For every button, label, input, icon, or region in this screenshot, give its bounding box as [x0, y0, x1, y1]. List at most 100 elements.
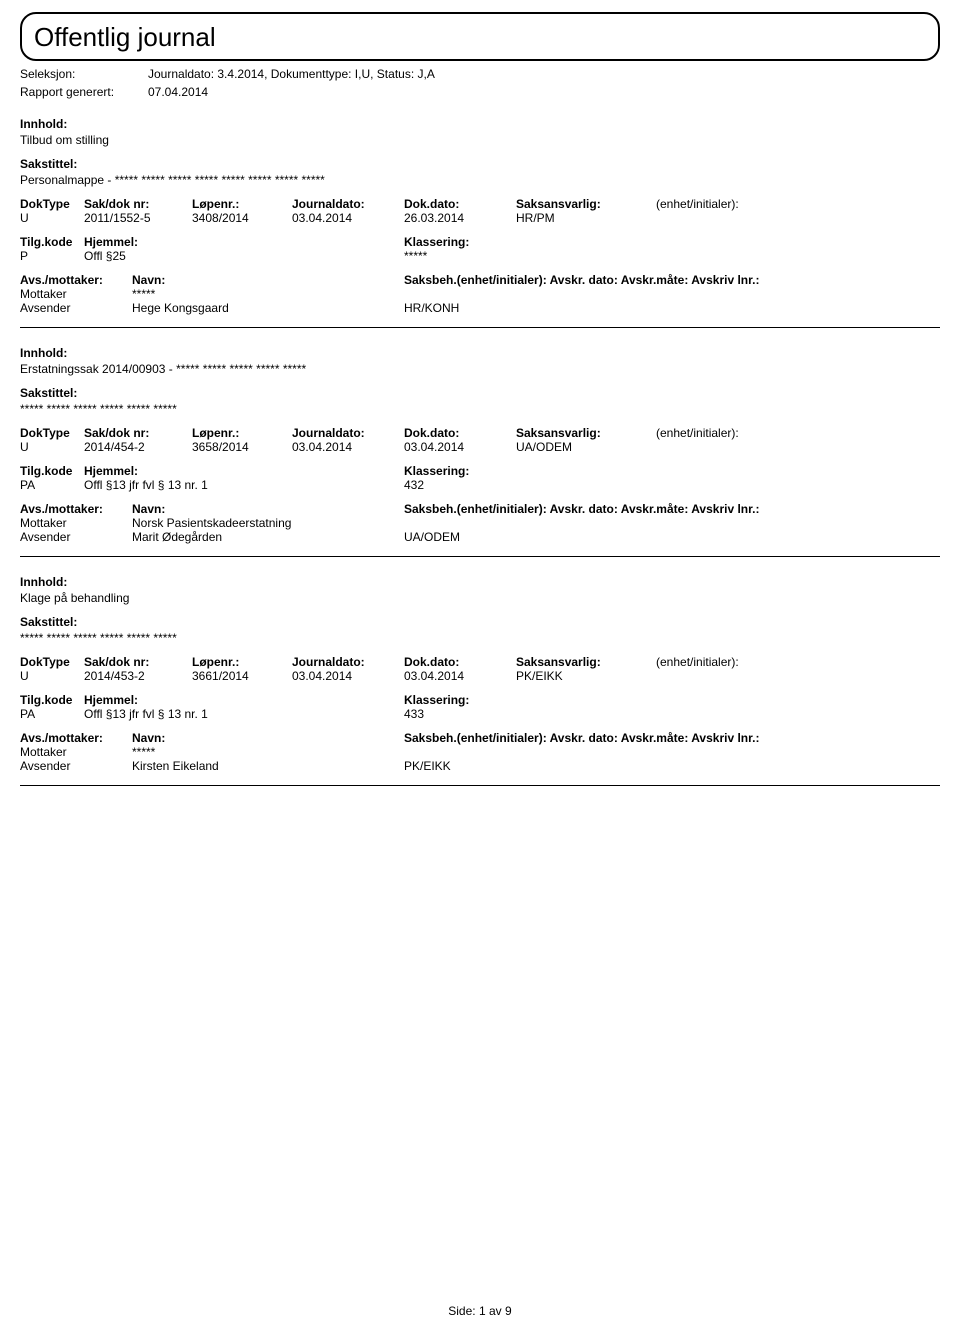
lopenr-header: Løpenr.:: [192, 426, 292, 440]
saksansvarlig-header: Saksansvarlig:: [516, 655, 656, 669]
dokdato-header: Dok.dato:: [404, 655, 516, 669]
page-footer: Side: 1 av 9: [0, 1304, 960, 1318]
navn-header: Navn:: [132, 273, 404, 287]
hjemmel-header: Hjemmel:: [84, 235, 404, 249]
enhet-header: (enhet/initialer):: [656, 426, 796, 440]
hjemmel-value: Offl §13 jfr fvl § 13 nr. 1: [84, 478, 404, 492]
tilg-data-row: P Offl §25 *****: [20, 249, 940, 263]
dokdato-value: 03.04.2014: [404, 669, 516, 683]
mottaker-row: Mottaker *****: [20, 287, 940, 301]
header-box: Offentlig journal: [20, 12, 940, 61]
avs-header-row: Avs./mottaker: Navn: Saksbeh.(enhet/init…: [20, 731, 940, 745]
klassering-header: Klassering:: [404, 693, 604, 707]
mottaker-row: Mottaker Norsk Pasientskadeerstatning: [20, 516, 940, 530]
dokdato-header: Dok.dato:: [404, 197, 516, 211]
sakstittel-label: Sakstittel:: [20, 615, 940, 629]
tilgkode-value: PA: [20, 707, 84, 721]
total-pages: 9: [505, 1304, 512, 1318]
hjemmel-header: Hjemmel:: [84, 693, 404, 707]
dokdato-value: 26.03.2014: [404, 211, 516, 225]
avsender-name: Kirsten Eikeland: [132, 759, 404, 773]
navn-header: Navn:: [132, 731, 404, 745]
lopenr-header: Løpenr.:: [192, 197, 292, 211]
klassering-value: 433: [404, 707, 604, 721]
navn-header: Navn:: [132, 502, 404, 516]
lopenr-value: 3408/2014: [192, 211, 292, 225]
tilgkode-value: P: [20, 249, 84, 263]
doc-data-row: U 2014/453-2 3661/2014 03.04.2014 03.04.…: [20, 669, 940, 683]
rapport-value: 07.04.2014: [148, 85, 208, 99]
sakdok-value: 2014/453-2: [84, 669, 192, 683]
doktype-header: DokType: [20, 197, 84, 211]
page-number: 1: [479, 1304, 486, 1318]
sakdok-value: 2014/454-2: [84, 440, 192, 454]
enhet-header: (enhet/initialer):: [656, 197, 796, 211]
lopenr-value: 3661/2014: [192, 669, 292, 683]
hjemmel-header: Hjemmel:: [84, 464, 404, 478]
dokdato-value: 03.04.2014: [404, 440, 516, 454]
sakdok-header: Sak/dok nr:: [84, 197, 192, 211]
avsender-code: PK/EIKK: [404, 759, 604, 773]
avsender-label: Avsender: [20, 301, 132, 315]
doktype-header: DokType: [20, 426, 84, 440]
journaldato-header: Journaldato:: [292, 655, 404, 669]
doktype-value: U: [20, 669, 84, 683]
doc-header-row: DokType Sak/dok nr: Løpenr.: Journaldato…: [20, 197, 940, 211]
side-label: Side:: [448, 1304, 475, 1318]
journaldato-value: 03.04.2014: [292, 440, 404, 454]
doc-data-row: U 2014/454-2 3658/2014 03.04.2014 03.04.…: [20, 440, 940, 454]
tilg-data-row: PA Offl §13 jfr fvl § 13 nr. 1 433: [20, 707, 940, 721]
mottaker-label: Mottaker: [20, 287, 132, 301]
avsmottaker-header: Avs./mottaker:: [20, 273, 132, 287]
sakdok-header: Sak/dok nr:: [84, 655, 192, 669]
saksansvarlig-value: UA/ODEM: [516, 440, 656, 454]
avs-header-row: Avs./mottaker: Navn: Saksbeh.(enhet/init…: [20, 502, 940, 516]
avsender-code: HR/KONH: [404, 301, 604, 315]
avsmottaker-header: Avs./mottaker:: [20, 502, 132, 516]
klassering-header: Klassering:: [404, 235, 604, 249]
innhold-label: Innhold:: [20, 346, 940, 360]
avsmottaker-header: Avs./mottaker:: [20, 731, 132, 745]
journaldato-header: Journaldato:: [292, 426, 404, 440]
rapport-label: Rapport generert:: [20, 85, 148, 99]
avsender-row: Avsender Marit Ødegården UA/ODEM: [20, 530, 940, 544]
tilg-header-row: Tilg.kode Hjemmel: Klassering:: [20, 693, 940, 707]
rapport-row: Rapport generert: 07.04.2014: [20, 85, 940, 99]
av-label: av: [489, 1304, 502, 1318]
sakstittel-text: Personalmappe - ***** ***** ***** ***** …: [20, 173, 940, 187]
innhold-text: Klage på behandling: [20, 591, 940, 605]
saksbeh-header: Saksbeh.(enhet/initialer): Avskr. dato: …: [404, 502, 940, 516]
seleksjon-row: Seleksjon: Journaldato: 3.4.2014, Dokume…: [20, 67, 940, 81]
doc-header-row: DokType Sak/dok nr: Løpenr.: Journaldato…: [20, 426, 940, 440]
avsender-name: Marit Ødegården: [132, 530, 404, 544]
tilgkode-header: Tilg.kode: [20, 464, 84, 478]
saksbeh-header: Saksbeh.(enhet/initialer): Avskr. dato: …: [404, 273, 940, 287]
doc-data-row: U 2011/1552-5 3408/2014 03.04.2014 26.03…: [20, 211, 940, 225]
doc-header-row: DokType Sak/dok nr: Løpenr.: Journaldato…: [20, 655, 940, 669]
avsender-name: Hege Kongsgaard: [132, 301, 404, 315]
tilgkode-header: Tilg.kode: [20, 693, 84, 707]
hjemmel-value: Offl §13 jfr fvl § 13 nr. 1: [84, 707, 404, 721]
saksansvarlig-header: Saksansvarlig:: [516, 426, 656, 440]
innhold-label: Innhold:: [20, 575, 940, 589]
tilg-data-row: PA Offl §13 jfr fvl § 13 nr. 1 432: [20, 478, 940, 492]
sakdok-header: Sak/dok nr:: [84, 426, 192, 440]
saksansvarlig-value: HR/PM: [516, 211, 656, 225]
mottaker-name: Norsk Pasientskadeerstatning: [132, 516, 404, 530]
avsender-row: Avsender Kirsten Eikeland PK/EIKK: [20, 759, 940, 773]
avsender-label: Avsender: [20, 759, 132, 773]
saksbeh-header: Saksbeh.(enhet/initialer): Avskr. dato: …: [404, 731, 940, 745]
mottaker-name: *****: [132, 745, 404, 759]
tilgkode-value: PA: [20, 478, 84, 492]
avsender-row: Avsender Hege Kongsgaard HR/KONH: [20, 301, 940, 315]
sakstittel-label: Sakstittel:: [20, 157, 940, 171]
tilg-header-row: Tilg.kode Hjemmel: Klassering:: [20, 235, 940, 249]
sakstittel-label: Sakstittel:: [20, 386, 940, 400]
innhold-label: Innhold:: [20, 117, 940, 131]
tilgkode-header: Tilg.kode: [20, 235, 84, 249]
enhet-header: (enhet/initialer):: [656, 655, 796, 669]
hjemmel-value: Offl §25: [84, 249, 404, 263]
sakstittel-text: ***** ***** ***** ***** ***** *****: [20, 402, 940, 416]
klassering-value: *****: [404, 249, 604, 263]
saksansvarlig-header: Saksansvarlig:: [516, 197, 656, 211]
